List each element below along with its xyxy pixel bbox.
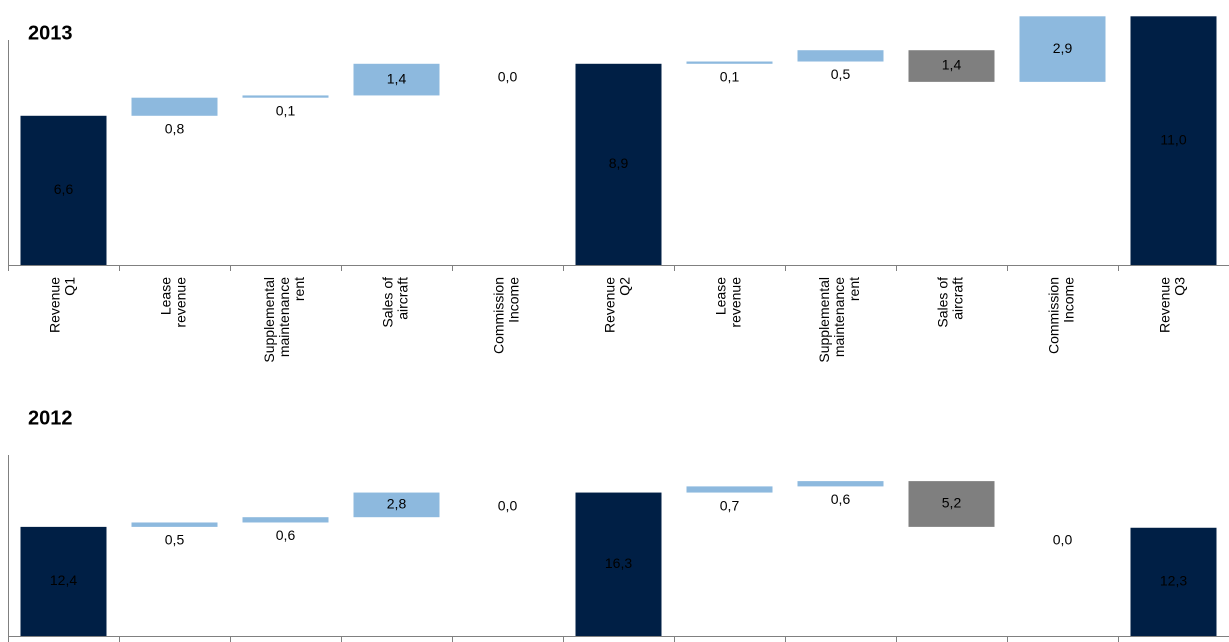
- x-tick-label: aircraft: [395, 277, 411, 320]
- value-label: 0,7: [720, 497, 740, 513]
- x-tick-label: Revenue: [47, 277, 63, 333]
- value-label: 12,4: [50, 572, 77, 588]
- bar: [686, 61, 773, 64]
- x-tick-label: Income: [1061, 277, 1077, 323]
- bar: [1130, 527, 1217, 636]
- bar: [131, 97, 218, 116]
- bar: [575, 492, 662, 636]
- x-tick-label: Q3: [1172, 277, 1188, 296]
- x-tick-label: revenue: [173, 277, 189, 328]
- value-label: 5,2: [942, 495, 962, 511]
- bar: [1130, 16, 1217, 265]
- x-tick-label: Supplemental: [261, 277, 277, 363]
- bar: [908, 50, 995, 82]
- x-tick-label: maintenance: [276, 277, 292, 357]
- bar: [242, 95, 329, 98]
- x-tick-label: Q1: [62, 277, 78, 296]
- x-tick-label: Commission: [1046, 277, 1062, 354]
- x-tick-label: Supplemental: [816, 277, 832, 363]
- value-label: 8,9: [609, 155, 629, 171]
- x-tick-label: Sales of: [380, 277, 396, 328]
- value-label: 0,5: [165, 532, 185, 548]
- x-tick-label: Commission: [491, 277, 507, 354]
- x-tick-label: Lease: [713, 277, 729, 315]
- value-label: 0,0: [498, 497, 518, 513]
- x-tick-label: rent: [846, 277, 862, 301]
- x-tick-label: Income: [506, 277, 522, 323]
- bar: [575, 63, 662, 265]
- bar: [686, 486, 773, 493]
- value-label: 12,3: [1160, 573, 1187, 589]
- value-label: 0,8: [165, 120, 185, 136]
- x-tick-label: maintenance: [831, 277, 847, 357]
- value-label: 0,0: [1053, 532, 1073, 548]
- x-tick-label: rent: [291, 277, 307, 301]
- value-label: 0,0: [498, 68, 518, 84]
- value-label: 16,3: [605, 555, 632, 571]
- chart-title: 2013: [28, 22, 73, 44]
- value-label: 0,1: [276, 102, 296, 118]
- value-label: 1,4: [942, 57, 962, 73]
- bar: [908, 481, 995, 527]
- x-tick-label: Revenue: [1157, 277, 1173, 333]
- value-label: 0,1: [720, 68, 740, 84]
- value-label: 2,9: [1053, 40, 1073, 56]
- value-label: 0,6: [831, 491, 851, 507]
- bar: [353, 492, 440, 518]
- bar: [353, 63, 440, 96]
- bar: [20, 115, 107, 265]
- x-tick-label: revenue: [728, 277, 744, 328]
- value-label: 0,6: [276, 527, 296, 543]
- x-tick-label: aircraft: [950, 277, 966, 320]
- value-label: 1,4: [387, 70, 407, 86]
- x-tick-label: Revenue: [602, 277, 618, 333]
- x-tick-label: Q2: [617, 277, 633, 296]
- bar: [1019, 16, 1106, 82]
- value-label: 6,6: [54, 181, 74, 197]
- value-label: 0,5: [831, 66, 851, 82]
- bar: [20, 526, 107, 636]
- chart-title: 2012: [28, 407, 73, 429]
- bar: [797, 481, 884, 487]
- bar: [797, 50, 884, 62]
- x-tick-label: Sales of: [935, 277, 951, 328]
- bar: [242, 517, 329, 523]
- value-label: 2,8: [387, 496, 407, 512]
- x-tick-label: Lease: [158, 277, 174, 315]
- value-label: 11,0: [1160, 131, 1186, 147]
- bar: [131, 522, 218, 527]
